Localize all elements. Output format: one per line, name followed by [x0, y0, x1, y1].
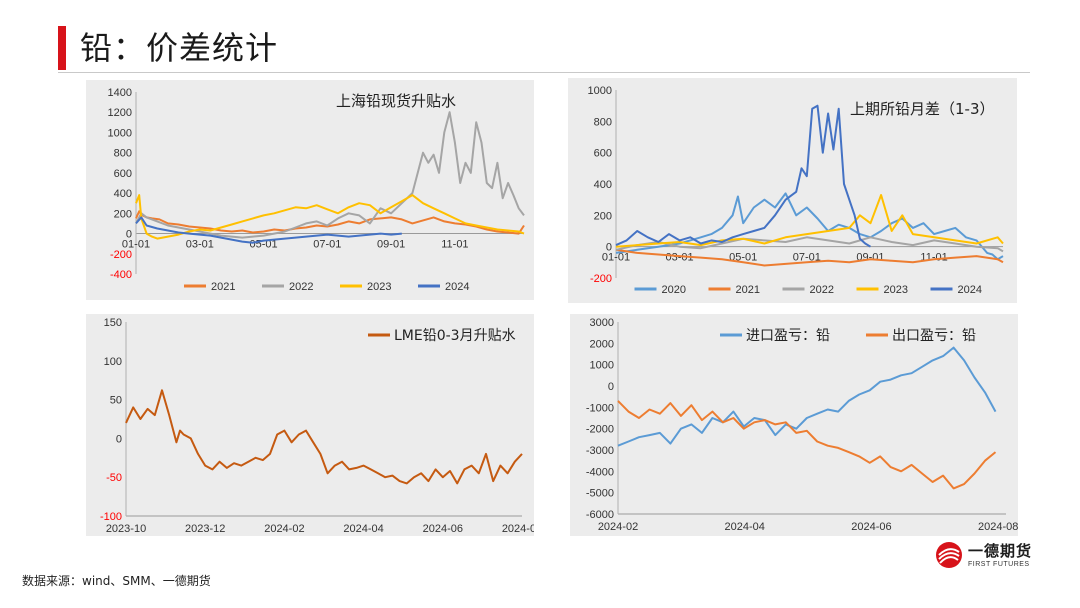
- x-tick-label: 2023-10: [106, 523, 146, 535]
- legend-label: 2023: [884, 284, 908, 296]
- y-tick-label: 1000: [108, 127, 132, 139]
- y-tick-label: -6000: [586, 509, 614, 521]
- y-tick-label: -200: [110, 249, 132, 261]
- x-tick-label: 09-01: [377, 239, 405, 251]
- x-tick-label: 2024-08: [978, 521, 1018, 533]
- series-line-2024: [135, 216, 402, 244]
- legend-label: 2021: [211, 281, 235, 293]
- y-tick-label: 150: [104, 317, 122, 329]
- series-line-LME铅0-3月升贴水: [125, 389, 523, 485]
- y-tick-label: 200: [114, 208, 132, 220]
- y-tick-label: 0: [606, 242, 612, 254]
- x-tick-label: 11-01: [441, 239, 468, 251]
- series-line-2021: [135, 210, 525, 235]
- chart-panel-lme-premium: -100 -50 0 50 100 150 2023-10 2023-12 2024-02 202…: [86, 314, 534, 536]
- series-line-2024: [615, 104, 872, 248]
- series-line-出口盈亏：铅: [617, 400, 997, 490]
- y-tick-label: 100: [104, 356, 122, 368]
- series-line-进口盈亏：铅: [617, 346, 997, 447]
- series-line-2022: [615, 236, 1004, 253]
- series-line-2022: [135, 111, 525, 239]
- series-line-2023: [135, 194, 525, 240]
- y-tick-label: 0: [116, 433, 122, 445]
- legend-label: 2022: [810, 284, 834, 296]
- y-tick-label: 400: [594, 179, 612, 191]
- x-tick-label: 2023-12: [185, 523, 225, 535]
- data-source-note: 数据来源：wind、SMM、一德期货: [22, 574, 211, 588]
- chart-title: 上期所铅月差（1-3）: [850, 100, 995, 118]
- y-tick-label: 1000: [588, 85, 612, 97]
- y-tick-label: -200: [590, 273, 612, 285]
- legend-label: 2024: [958, 284, 982, 296]
- y-tick-label: 1000: [590, 360, 614, 372]
- legend-label: 2024: [445, 281, 469, 293]
- x-tick-label: 09-01: [856, 252, 884, 264]
- y-tick-label: -1000: [586, 402, 614, 414]
- legend-label: 2022: [289, 281, 313, 293]
- logo-subtext: FIRST FUTURES: [968, 561, 1030, 568]
- y-tick-label: 800: [114, 148, 132, 160]
- chart-panel-shfe-month-spread: -200 0 200 400 600 800 1000 01-01 03-01 05-01 07-0…: [568, 78, 1017, 303]
- y-tick-label: 0: [608, 381, 614, 393]
- company-logo: 一德期货 FIRST FUTURES: [934, 536, 1044, 576]
- y-tick-label: 1400: [108, 87, 132, 99]
- x-tick-label: 2024-08: [502, 523, 534, 535]
- y-tick-label: 400: [114, 188, 132, 200]
- x-tick-label: 01-01: [122, 239, 150, 251]
- legend-label: 2023: [367, 281, 391, 293]
- y-tick-label: -5000: [586, 488, 614, 500]
- chart-panel-shfe-spot-premium: -400 -200 0 200 400 600 800 1000 1200 1400 01-01 03…: [86, 80, 534, 300]
- x-tick-label: 2024-02: [264, 523, 304, 535]
- chart-shfe-spot-premium: -400 -200 0 200 400 600 800 1000 1200 1400 01-01 03…: [108, 87, 525, 293]
- page-title: 铅：价差统计: [80, 29, 279, 67]
- x-tick-label: 2024-04: [343, 523, 383, 535]
- title-accent-bar: [58, 26, 66, 70]
- logo-text: 一德期货: [968, 542, 1033, 560]
- title-divider: [58, 72, 1030, 73]
- x-tick-label: 2024-06: [851, 521, 891, 533]
- x-tick-label: 01-01: [602, 252, 630, 264]
- legend-label: 出口盈亏：铅: [892, 328, 976, 344]
- x-tick-label: 03-01: [186, 239, 214, 251]
- legend-label: 2021: [736, 284, 760, 296]
- y-tick-label: -4000: [586, 466, 614, 478]
- x-tick-label: 07-01: [793, 252, 821, 264]
- chart-import-export: -6000 -5000 -4000 -3000 -2000 -1000 0 1000 2000 3…: [586, 317, 1018, 533]
- chart-panel-import-export: -6000 -5000 -4000 -3000 -2000 -1000 0 1000 2000 3…: [570, 314, 1018, 536]
- y-tick-label: 1200: [108, 107, 132, 119]
- y-tick-label: 600: [114, 168, 132, 180]
- y-tick-label: 3000: [590, 317, 614, 329]
- y-tick-label: 800: [594, 116, 612, 128]
- y-tick-label: 50: [110, 395, 122, 407]
- x-tick-label: 2024-04: [725, 521, 765, 533]
- y-tick-label: 2000: [590, 338, 614, 350]
- x-tick-label: 2024-06: [423, 523, 463, 535]
- y-tick-label: -3000: [586, 445, 614, 457]
- x-tick-label: 2024-02: [598, 521, 638, 533]
- y-tick-label: 0: [126, 229, 132, 241]
- chart-title: 上海铅现货升贴水: [336, 92, 456, 110]
- legend-label: 2020: [662, 284, 686, 296]
- y-tick-label: 200: [594, 210, 612, 222]
- chart-lme-premium: -100 -50 0 50 100 150 2023-10 2023-12 2024-02 202…: [100, 317, 534, 535]
- x-tick-label: 07-01: [313, 239, 341, 251]
- series-line-2020: [615, 192, 1004, 261]
- y-tick-label: -50: [106, 472, 122, 484]
- legend-label: LME铅0-3月升贴水: [394, 328, 516, 344]
- y-tick-label: 600: [594, 148, 612, 160]
- series-line-2023: [615, 194, 1004, 248]
- series-line-2021: [615, 248, 1004, 267]
- y-tick-label: -2000: [586, 424, 614, 436]
- logo-mark-icon: [936, 542, 962, 568]
- y-tick-label: -100: [100, 511, 122, 523]
- legend-label: 进口盈亏：铅: [746, 328, 830, 344]
- y-tick-label: -400: [110, 269, 132, 281]
